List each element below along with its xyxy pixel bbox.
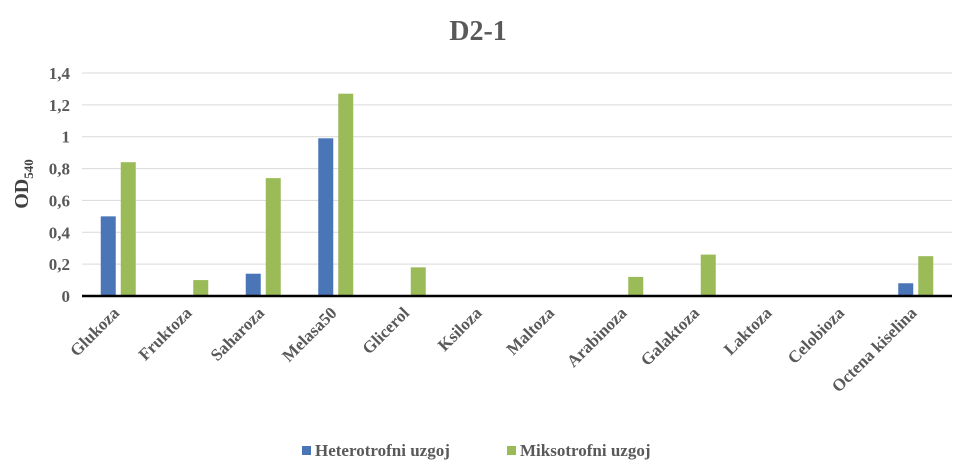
bars <box>100 93 934 296</box>
bar-heterotrofni-glukoza <box>100 216 116 296</box>
y-axis-label-main: OD <box>11 179 33 209</box>
y-tick-label: 0,2 <box>49 255 70 274</box>
bar-miksotrofni-saharoza <box>265 178 281 296</box>
y-tick-label: 1,4 <box>49 64 71 83</box>
bar-miksotrofni-melasa50 <box>338 93 354 296</box>
x-category-label: Melasa50 <box>278 303 340 365</box>
y-tick-label: 1 <box>62 128 71 147</box>
x-category-label: Laktoza <box>720 303 776 359</box>
y-axis-label: OD540 <box>11 159 36 209</box>
y-tick-label: 0,4 <box>49 223 71 242</box>
bar-heterotrofni-octena-kiselina <box>898 283 914 296</box>
bar-miksotrofni-glicerol <box>410 267 426 296</box>
bar-miksotrofni-fruktoza <box>193 280 209 296</box>
y-tick-label: 0,8 <box>49 160 70 179</box>
x-category-label: Ksiloza <box>434 303 486 355</box>
legend-swatch-miksotrofni <box>507 446 516 455</box>
y-axis-label-subscript: 540 <box>21 159 36 179</box>
bar-heterotrofni-saharoza <box>245 273 261 296</box>
legend-label-miksotrofni: Miksotrofni uzgoj <box>520 441 651 460</box>
gridlines <box>82 72 952 265</box>
bar-miksotrofni-glukoza <box>120 162 136 296</box>
x-category-label: Galaktoza <box>637 303 704 370</box>
x-category-label: Glicerol <box>358 303 413 358</box>
x-category-label: Fruktoza <box>135 303 196 364</box>
x-category-label: Saharoza <box>207 303 269 365</box>
chart-title: D2-1 <box>449 16 507 47</box>
y-tick-label: 1,2 <box>49 96 70 115</box>
bar-miksotrofni-arabinoza <box>628 276 644 296</box>
bar-miksotrofni-galaktoza <box>700 254 716 296</box>
x-category-label: Glukoza <box>66 303 123 360</box>
x-axis-categories: Glukoza Fruktoza Saharoza Melasa50 Glicerol K… <box>66 303 921 396</box>
y-axis-ticks: 0 0,2 0,4 0,6 0,8 1 1,2 1,4 <box>49 64 71 306</box>
x-category-label: Maltoza <box>503 303 559 359</box>
bar-miksotrofni-octena-kiselina <box>918 256 934 296</box>
y-tick-label: 0 <box>62 287 71 306</box>
x-category-label: Arabinoza <box>563 303 631 371</box>
x-category-label: Celobioza <box>784 303 849 368</box>
legend: Heterotrofni uzgoj Miksotrofni uzgoj <box>302 441 651 460</box>
y-tick-label: 0,6 <box>49 191 70 210</box>
legend-swatch-heterotrofni <box>302 446 311 455</box>
bar-heterotrofni-melasa50 <box>318 138 334 296</box>
legend-label-heterotrofni: Heterotrofni uzgoj <box>315 441 450 460</box>
